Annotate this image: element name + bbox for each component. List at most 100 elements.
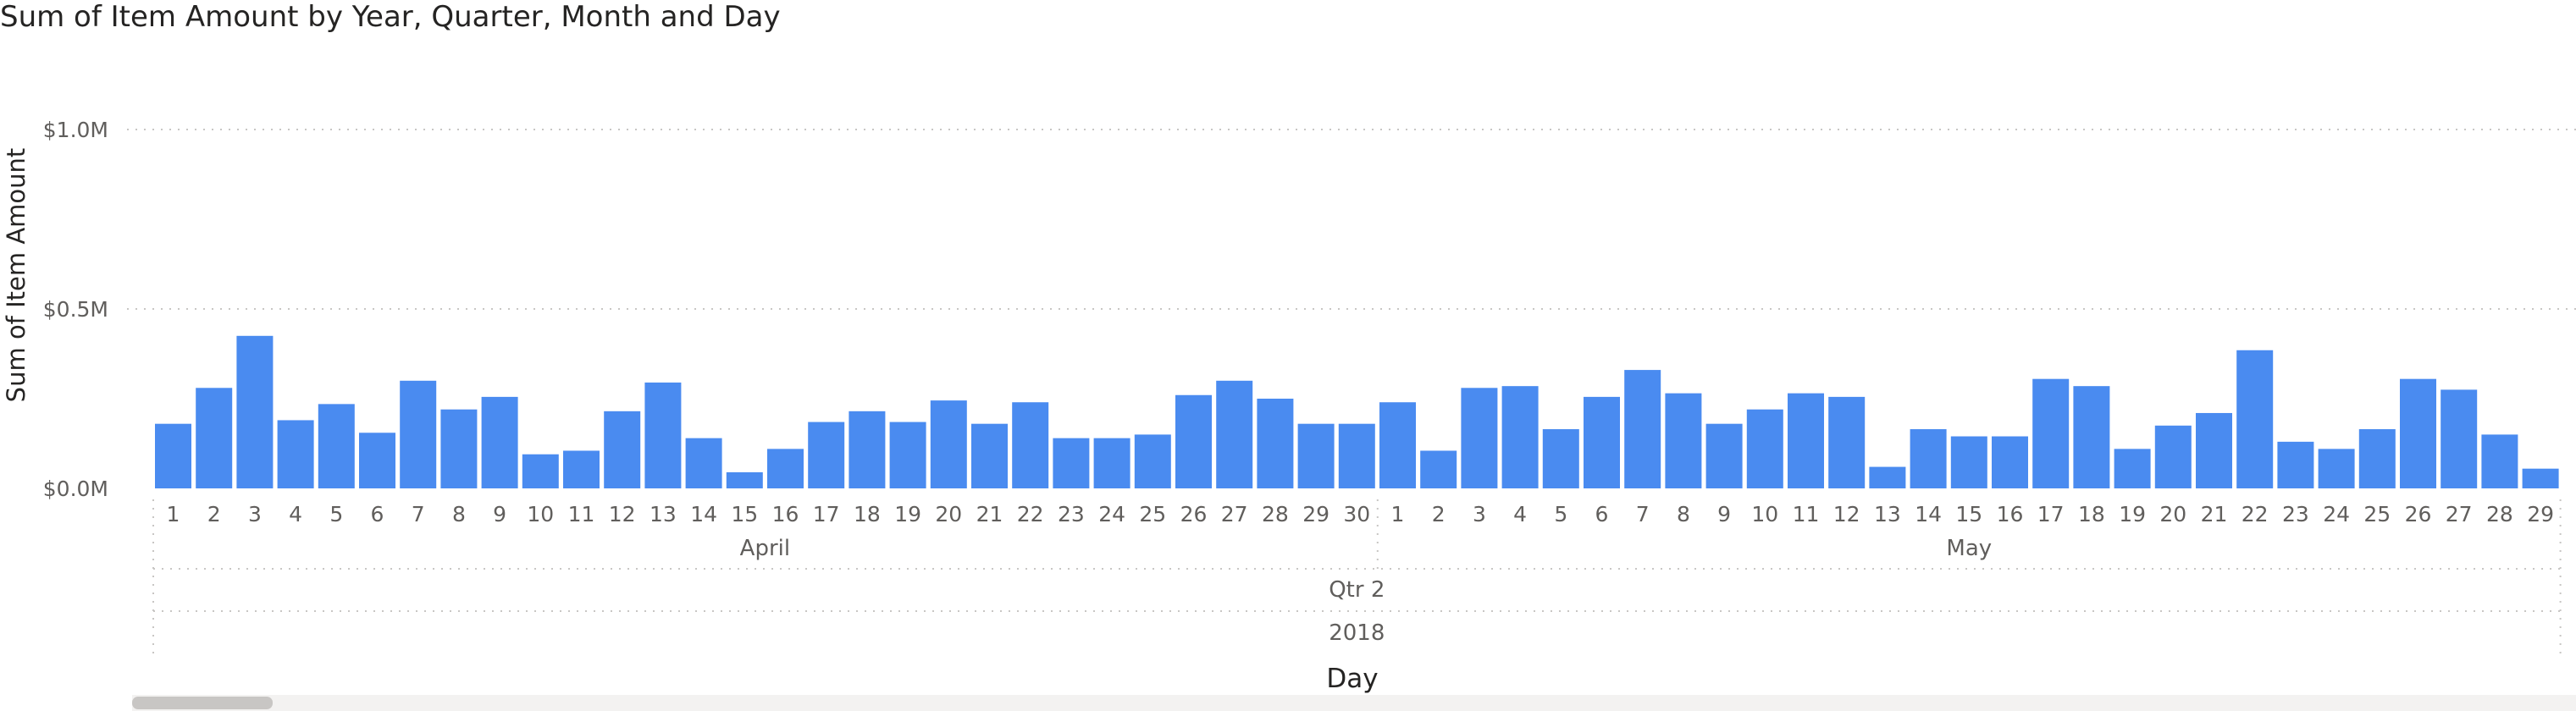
bar[interactable] [2196,412,2232,488]
x-tick-label: 5 [329,502,343,526]
bar[interactable] [971,423,1008,488]
bar[interactable] [522,454,559,488]
y-tick-label: $1.0M [43,118,108,142]
x-tick-label: 18 [854,502,881,526]
bar[interactable] [2441,389,2478,488]
bar[interactable] [1705,423,1743,488]
bar[interactable] [1542,429,1579,488]
bar[interactable] [563,450,600,488]
x-tick-label: 8 [452,502,466,526]
bar[interactable] [1257,399,1294,488]
x-tick-label: 23 [1058,502,1085,526]
x-tick-label: 26 [1180,502,1208,526]
x-tick-label: 19 [2119,502,2146,526]
bar[interactable] [1624,370,1661,488]
x-tick-label: 24 [1098,502,1125,526]
x-tick-label: 22 [1017,502,1044,526]
x-tick-label: 12 [609,502,636,526]
bar[interactable] [155,423,191,488]
x-tick-label: 4 [289,502,302,526]
bar[interactable] [930,400,967,488]
scrollbar-track[interactable] [132,695,2576,711]
x-tick-label: 30 [1343,502,1370,526]
bar[interactable] [1828,396,1866,488]
bar[interactable] [1788,393,1824,488]
bar[interactable] [767,449,804,488]
bar[interactable] [1992,436,2028,488]
x-tick-label: 20 [935,502,962,526]
bar[interactable] [1420,450,1457,488]
bar[interactable] [2481,434,2518,488]
bar[interactable] [1501,386,1539,488]
bar[interactable] [440,409,478,488]
bar[interactable] [1910,429,1947,488]
bar[interactable] [644,382,682,488]
bar[interactable] [1012,402,1049,488]
x-tick-label: 1 [1391,502,1405,526]
bar[interactable] [400,380,437,488]
bar[interactable] [1338,423,1375,488]
x-tick-label: 25 [2363,502,2391,526]
scrollbar-thumb[interactable] [132,697,273,709]
bar[interactable] [849,411,886,488]
bar[interactable] [2358,429,2396,488]
bar[interactable] [1175,394,1212,488]
bar[interactable] [1950,436,1987,488]
x-tick-label: 3 [248,502,262,526]
bar[interactable] [2114,449,2151,488]
x-tick-label: 21 [2201,502,2228,526]
bar[interactable] [1134,434,1171,488]
bar[interactable] [1665,393,1702,488]
x-tick-label: 10 [527,502,554,526]
x-tick-label: 16 [772,502,799,526]
x-tick-label: 1 [167,502,180,526]
x-axis-title: Day [1326,664,1378,694]
x-tick-label: 9 [493,502,506,526]
bar[interactable] [277,420,314,488]
bar[interactable] [2154,425,2192,488]
bar[interactable] [2073,386,2110,488]
bar[interactable] [236,335,274,488]
bar[interactable] [2236,350,2274,488]
bar[interactable] [2522,468,2559,488]
bar[interactable] [685,438,722,488]
x-tick-label: 24 [2323,502,2350,526]
y-tick-label: $0.0M [43,477,108,501]
bar[interactable] [1584,396,1620,488]
y-axis-title: Sum of Item Amount [2,148,30,403]
bar[interactable] [196,388,233,488]
bar[interactable] [481,396,518,488]
x-tick-label: 26 [2405,502,2432,526]
bar[interactable] [318,404,355,488]
bar[interactable] [1461,388,1498,488]
bar[interactable] [1379,402,1416,488]
bar[interactable] [2400,378,2436,488]
bar[interactable] [359,433,395,488]
bar[interactable] [1297,423,1335,488]
bar[interactable] [1216,380,1253,488]
bar[interactable] [604,411,641,488]
x-tick-label: 29 [1302,502,1329,526]
x-tick-label: 7 [412,502,425,526]
x-axis-ticks: 1 2 3 4 5 6 7 8 9 10 11 12 13 14 15 16 17 18 19 20 21 22 23 24 2… [167,502,2554,526]
bar[interactable] [1093,438,1130,488]
bar[interactable] [2318,449,2355,488]
bar[interactable] [808,422,845,488]
x-tick-label: 13 [1874,502,1901,526]
bar[interactable] [1869,466,1906,488]
x-tick-label: 14 [690,502,717,526]
bar[interactable] [889,422,926,488]
bar[interactable] [726,471,763,488]
bar[interactable] [1053,438,1090,488]
x-tick-label: 29 [2527,502,2554,526]
bar[interactable] [1746,409,1783,488]
year-label: 2018 [1329,620,1385,646]
bar[interactable] [2277,441,2314,488]
x-tick-label: 17 [2037,502,2065,526]
horizontal-scrollbar[interactable] [132,695,2576,711]
y-tick-label: $0.5M [43,297,108,322]
x-tick-label: 5 [1554,502,1567,526]
bar[interactable] [2032,378,2070,488]
x-tick-label: 10 [1751,502,1778,526]
